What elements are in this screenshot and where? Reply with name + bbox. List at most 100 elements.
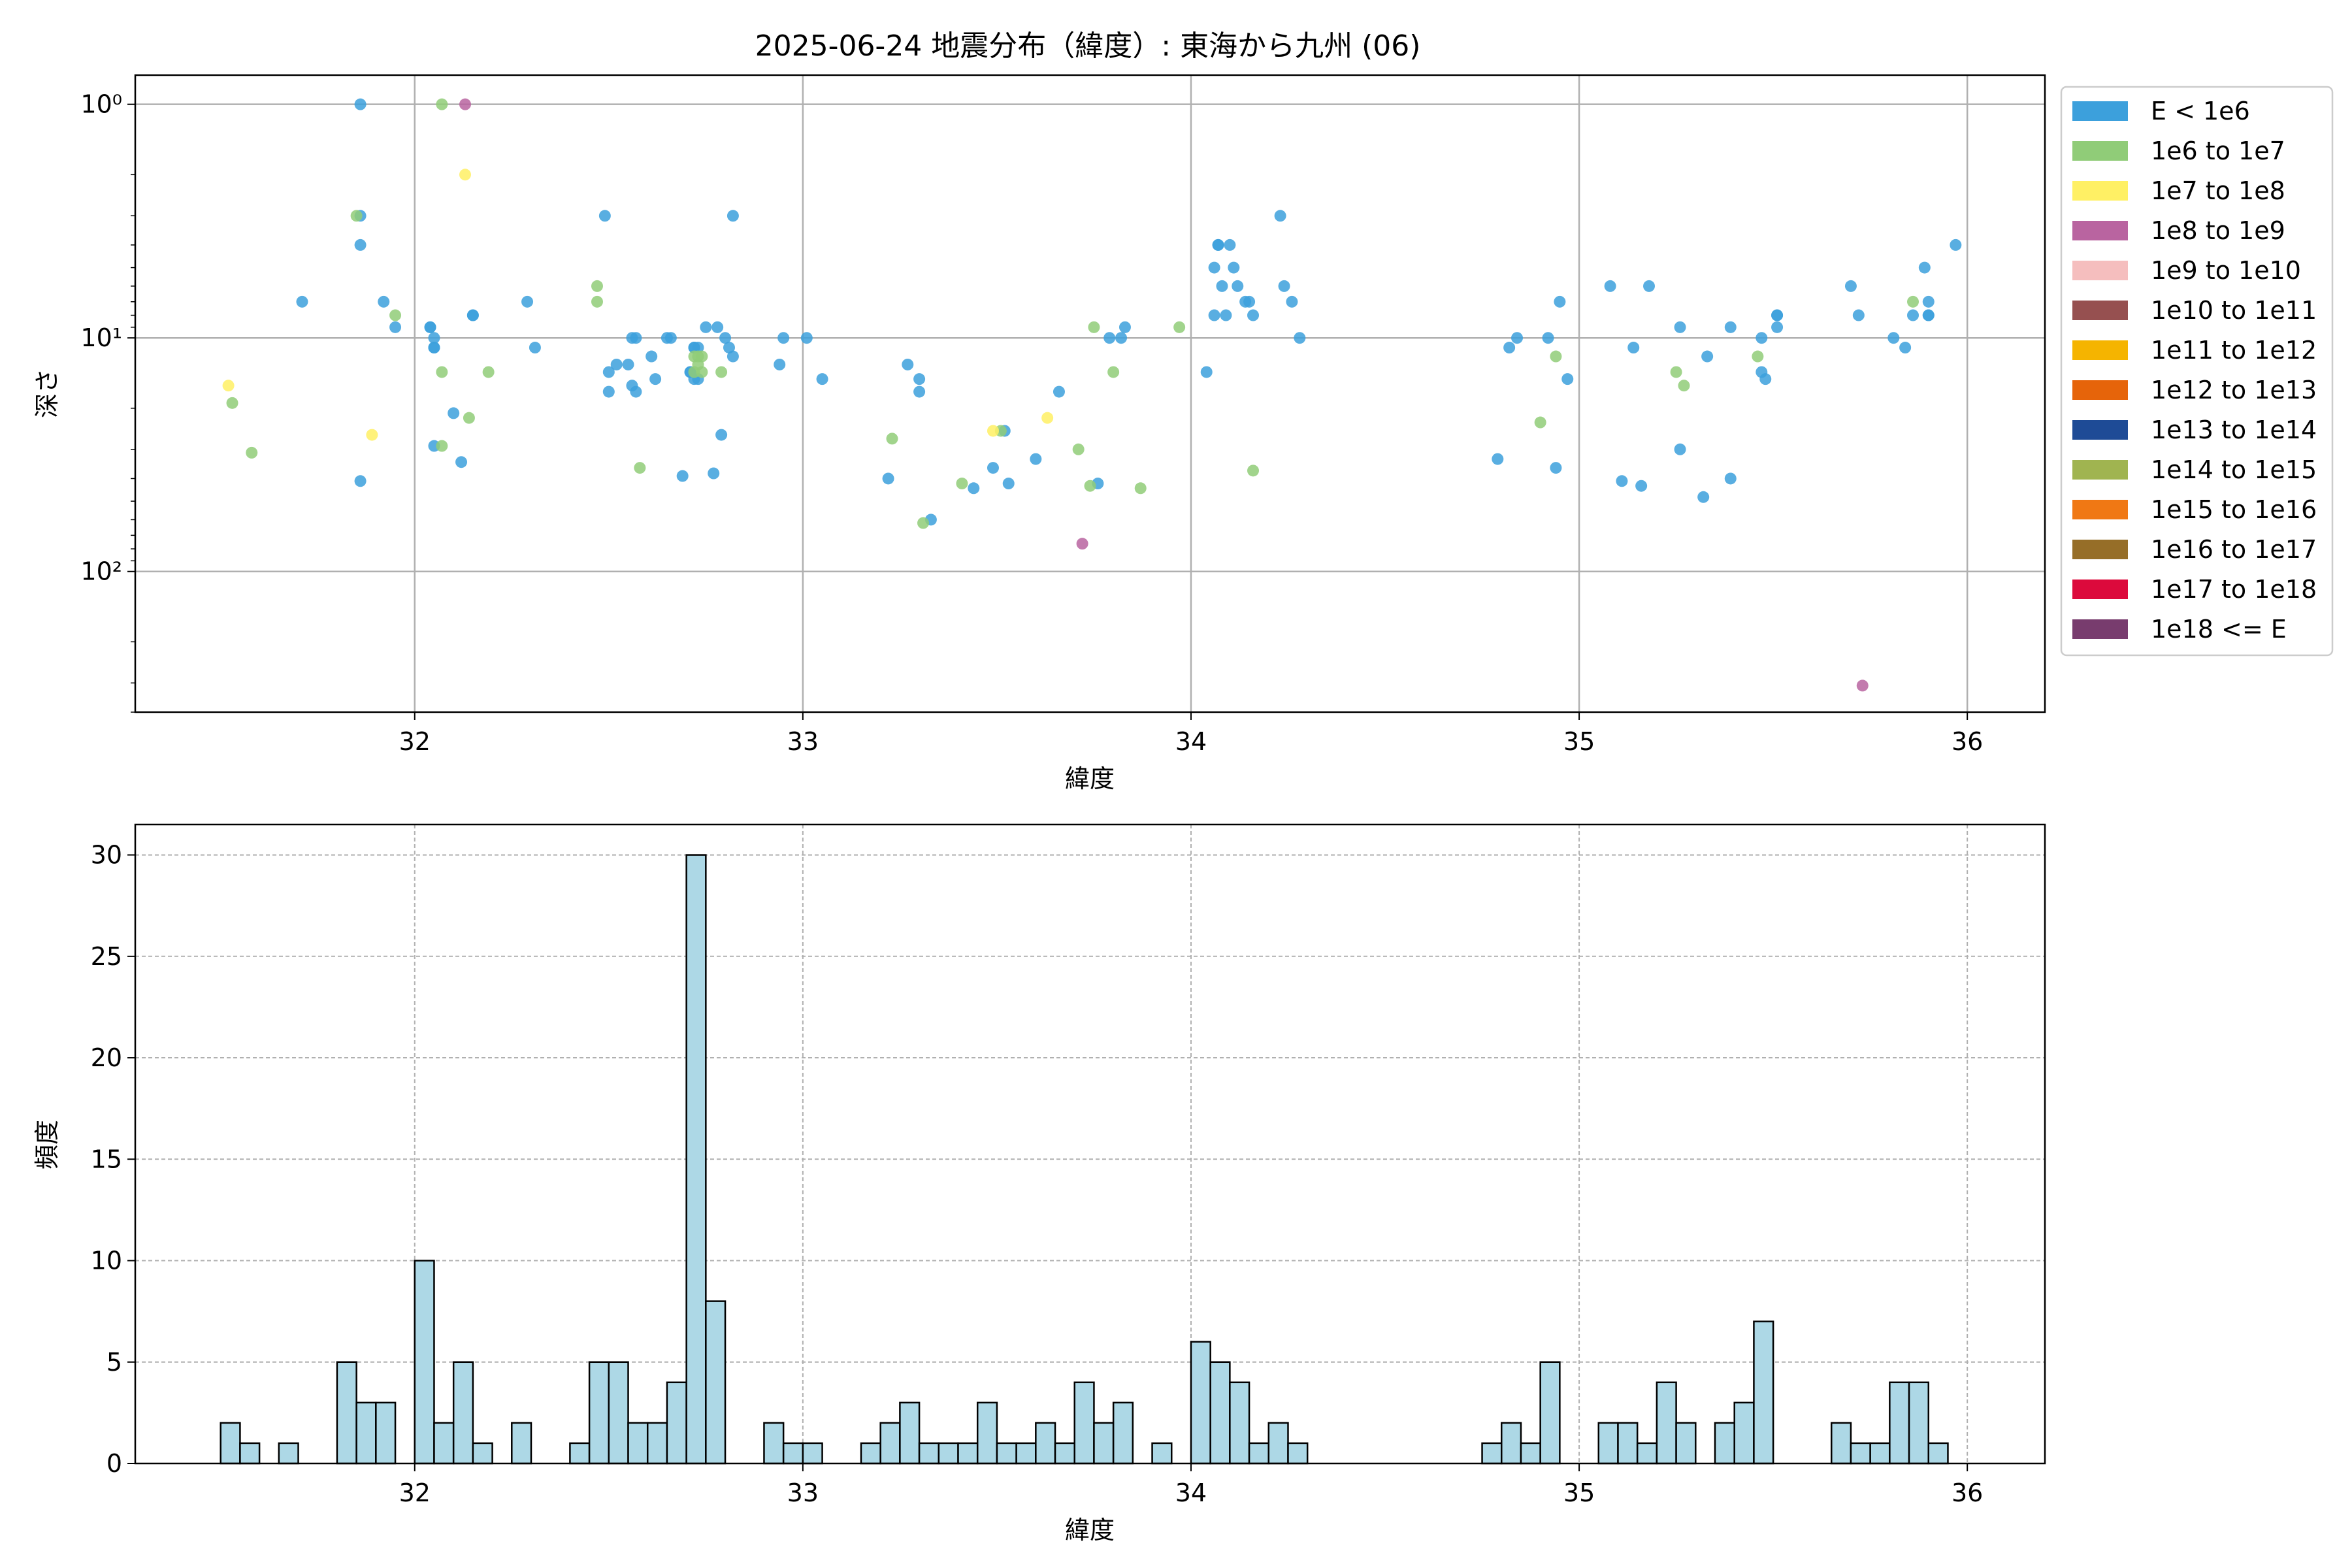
scatter-point	[1173, 321, 1186, 333]
histogram-x-tick-label: 34	[1175, 1478, 1207, 1507]
scatter-point	[354, 98, 367, 110]
histogram-bar	[1093, 1422, 1115, 1465]
histogram-bar	[976, 1401, 998, 1465]
scatter-point	[696, 366, 708, 378]
scatter-point	[1228, 261, 1240, 274]
histogram-bar	[1073, 1381, 1095, 1465]
scatter-point	[1550, 350, 1562, 363]
histogram-bar	[860, 1442, 881, 1465]
scatter-point	[610, 358, 623, 370]
scatter-point	[1232, 280, 1244, 292]
histogram-bar	[588, 1361, 610, 1465]
scatter-point	[1294, 332, 1306, 344]
histogram-bar	[918, 1442, 940, 1465]
histogram-bar	[1617, 1422, 1639, 1465]
scatter-point	[246, 446, 258, 459]
scatter-point	[521, 295, 534, 308]
scatter-point	[1286, 295, 1298, 308]
scatter-point	[816, 373, 828, 385]
scatter-point	[1220, 309, 1232, 321]
scatter-point	[1561, 373, 1574, 385]
scatter-point	[226, 397, 238, 409]
scatter-point	[645, 350, 658, 363]
scatter-point	[1107, 366, 1120, 378]
scatter-point	[591, 295, 603, 308]
scatter-point	[1918, 261, 1931, 274]
scatter-point	[1103, 332, 1116, 344]
scatter-point	[1844, 280, 1857, 292]
scatter-point	[1088, 321, 1100, 333]
histogram-x-label: 緯度	[1065, 1516, 1115, 1544]
scatter-point	[1724, 472, 1737, 485]
histogram-bar	[879, 1422, 901, 1465]
scatter-point	[1674, 321, 1686, 333]
histogram-bar	[1656, 1381, 1677, 1465]
histogram-bar	[1209, 1361, 1231, 1465]
scatter-point	[1616, 475, 1628, 487]
scatter-point	[634, 462, 646, 474]
scatter-point	[708, 467, 720, 480]
scatter-point	[1922, 309, 1935, 321]
scatter-point	[1212, 238, 1224, 251]
scatter-point	[711, 321, 724, 333]
scatter-point	[389, 309, 402, 321]
scatter-point	[649, 373, 662, 385]
scatter-x-tick-label: 32	[399, 727, 431, 756]
histogram-bar	[1267, 1422, 1289, 1465]
scatter-point	[1852, 309, 1865, 321]
histogram-y-tick-label: 30	[91, 841, 122, 870]
scatter-point	[987, 462, 999, 474]
scatter-point	[882, 472, 894, 485]
scatter-y-label: 深さ	[33, 368, 61, 418]
legend-swatch	[2072, 500, 2128, 519]
scatter-point	[591, 280, 603, 292]
scatter-point	[774, 358, 786, 370]
scatter-point	[1200, 366, 1213, 378]
scatter-point	[1554, 295, 1566, 308]
scatter-point	[436, 366, 448, 378]
histogram-bar	[511, 1422, 532, 1465]
histogram-x-tick-label: 32	[399, 1478, 431, 1507]
scatter-point	[1030, 453, 1042, 465]
scatter-point	[602, 366, 615, 378]
legend-label: 1e18 <= E	[2151, 615, 2287, 644]
scatter-point	[602, 385, 615, 398]
scatter-x-ticks: 32 33 34 35 36	[399, 712, 1983, 756]
scatter-point	[696, 350, 708, 363]
histogram-bar	[278, 1442, 299, 1465]
scatter-point	[436, 98, 448, 110]
scatter-point	[727, 210, 739, 222]
histogram-bar	[763, 1422, 785, 1465]
legend-label: 1e13 to 1e14	[2151, 416, 2317, 444]
scatter-point	[1084, 480, 1096, 492]
scatter-point	[1907, 295, 1919, 308]
scatter-point	[366, 429, 378, 441]
scatter-point	[1208, 261, 1220, 274]
scatter-point	[1856, 679, 1869, 692]
scatter-point	[1503, 342, 1516, 354]
scatter-point	[692, 342, 704, 354]
histogram-bar	[1151, 1442, 1173, 1465]
histogram-x-tick-label: 36	[1952, 1478, 1983, 1507]
histogram-y-tick-label: 20	[91, 1043, 122, 1072]
scatter-grid	[135, 75, 2045, 712]
scatter-point	[1115, 332, 1128, 344]
scatter-point	[886, 433, 898, 445]
histogram-bar	[996, 1442, 1017, 1465]
legend-swatch	[2072, 460, 2128, 480]
scatter-point	[1243, 295, 1256, 308]
legend-label: 1e10 to 1e11	[2151, 296, 2317, 325]
histogram-bar	[220, 1422, 241, 1465]
histogram-y-ticks: 0 5 10 15 20 25 30	[91, 841, 135, 1478]
scatter-point	[1119, 321, 1131, 333]
scatter-point	[913, 385, 926, 398]
scatter-point	[424, 321, 436, 333]
scatter-point	[1216, 280, 1228, 292]
histogram-y-tick-label: 10	[91, 1247, 122, 1275]
scatter-point	[448, 407, 460, 419]
scatter-point	[1899, 342, 1912, 354]
legend-label: 1e8 to 1e9	[2151, 216, 2285, 245]
scatter-point	[1274, 210, 1286, 222]
scatter-point	[1922, 295, 1935, 308]
histogram-bar	[452, 1361, 474, 1465]
